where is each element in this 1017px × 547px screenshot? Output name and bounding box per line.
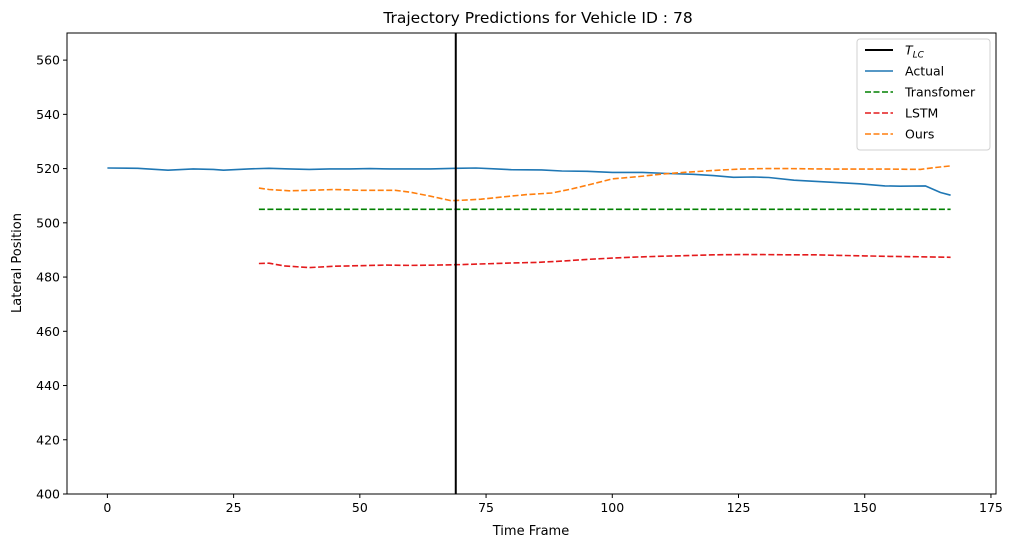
- chart-title: Trajectory Predictions for Vehicle ID : …: [382, 9, 692, 27]
- x-axis-label: Time Frame: [492, 524, 569, 539]
- y-tick-label: 540: [36, 107, 60, 122]
- legend-box: [856, 38, 991, 151]
- series-line-actual: [107, 167, 951, 196]
- y-tick-label: 560: [36, 53, 60, 68]
- y-tick-label: 480: [36, 270, 60, 285]
- axes: 0 25 50 75 100 125 150 175 400 420 440 460 480 500 520…: [36, 32, 1003, 515]
- x-tick-label: 50: [352, 500, 368, 515]
- legend-label: Actual: [905, 64, 944, 79]
- y-tick-label: 460: [36, 324, 60, 339]
- x-tick-label: 25: [226, 500, 242, 515]
- x-tick-label: 175: [979, 500, 1003, 515]
- legend-label: Ours: [905, 127, 934, 142]
- plot-area: [107, 33, 951, 494]
- x-tick-label: 100: [600, 500, 624, 515]
- x-tick-label: 125: [727, 500, 751, 515]
- y-tick-label: 500: [36, 215, 60, 230]
- legend-label: TLC: [905, 43, 925, 61]
- legend-label: LSTM: [905, 106, 938, 121]
- x-tick-label: 75: [478, 500, 494, 515]
- x-tick-label: 0: [103, 500, 111, 515]
- series-line-ours: [258, 165, 951, 202]
- legend: TLC Actual Transfomer LSTM Ours: [856, 38, 991, 151]
- y-tick-label: 520: [36, 161, 60, 176]
- y-axis-label: Lateral Position: [10, 213, 25, 313]
- x-tick-label: 150: [853, 500, 877, 515]
- y-tick-label: 420: [36, 432, 60, 447]
- series-line-lstm: [258, 253, 951, 269]
- axes-frame: [66, 32, 997, 495]
- y-tick-label: 400: [36, 487, 60, 502]
- y-tick-label: 440: [36, 378, 60, 393]
- legend-label: Transfomer: [904, 85, 976, 100]
